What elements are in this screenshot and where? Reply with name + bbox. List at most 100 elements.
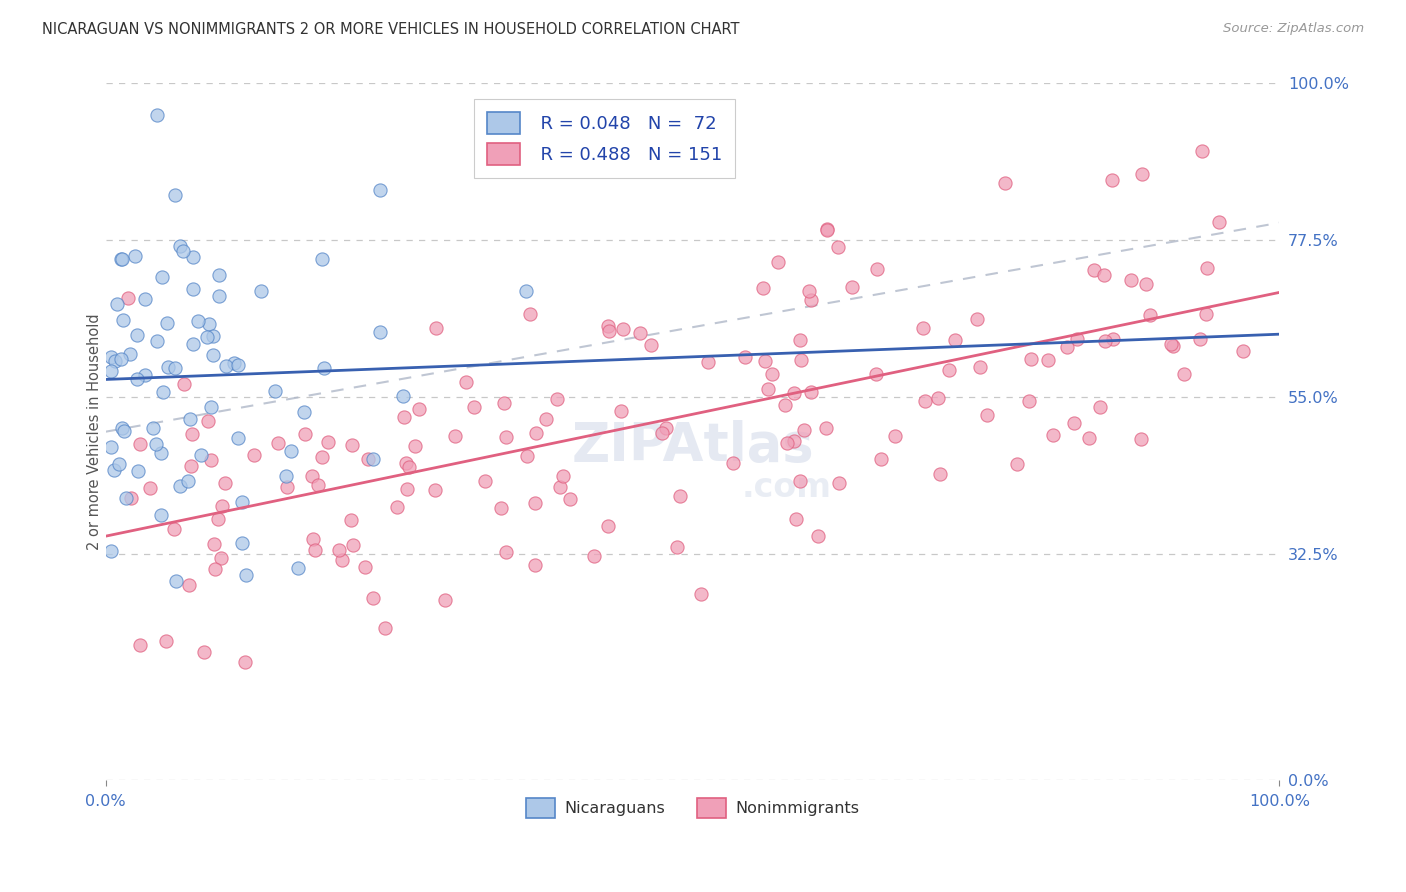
Point	[353, 560, 375, 574]
Point	[841, 280, 863, 294]
Point	[180, 459, 202, 474]
Point	[110, 351, 132, 366]
Point	[1063, 416, 1085, 430]
Point	[311, 252, 333, 266]
Point	[124, 249, 146, 263]
Point	[110, 252, 132, 267]
Point	[235, 655, 257, 669]
Point	[311, 450, 333, 464]
Point	[287, 561, 309, 575]
Point	[181, 337, 204, 351]
Point	[294, 427, 316, 442]
Point	[224, 356, 246, 370]
Point	[120, 491, 142, 505]
Point	[1130, 167, 1153, 181]
Point	[173, 377, 195, 392]
Point	[197, 414, 219, 428]
Point	[783, 434, 806, 448]
Point	[495, 545, 517, 559]
Point	[368, 182, 391, 196]
Point	[443, 428, 465, 442]
Point	[342, 538, 364, 552]
Point	[163, 361, 186, 376]
Point	[914, 393, 936, 408]
Point	[815, 222, 838, 236]
Point	[665, 541, 688, 555]
Point	[1101, 333, 1123, 347]
Point	[1019, 351, 1042, 366]
Point	[312, 360, 335, 375]
Point	[1056, 340, 1078, 354]
Point	[361, 591, 384, 605]
Point	[775, 398, 797, 412]
Point	[560, 491, 582, 506]
Point	[1066, 332, 1088, 346]
Point	[190, 448, 212, 462]
Point	[177, 578, 200, 592]
Point	[111, 420, 134, 434]
Point	[789, 333, 811, 347]
Point	[231, 494, 253, 508]
Point	[515, 284, 537, 298]
Point	[800, 293, 823, 307]
Point	[207, 511, 229, 525]
Point	[721, 456, 744, 470]
Point	[1083, 263, 1105, 277]
Point	[1195, 307, 1218, 321]
Point	[1090, 401, 1112, 415]
Point	[870, 452, 893, 467]
Point	[534, 412, 557, 426]
Point	[1173, 367, 1195, 381]
Point	[214, 475, 236, 490]
Point	[752, 281, 775, 295]
Point	[111, 252, 134, 266]
Point	[489, 501, 512, 516]
Point	[669, 489, 692, 503]
Point	[100, 543, 122, 558]
Point	[202, 348, 225, 362]
Point	[404, 439, 426, 453]
Point	[100, 364, 122, 378]
Point	[187, 314, 209, 328]
Point	[800, 385, 823, 400]
Point	[204, 562, 226, 576]
Point	[163, 522, 186, 536]
Point	[125, 328, 148, 343]
Point	[492, 396, 515, 410]
Point	[307, 478, 329, 492]
Point	[1092, 268, 1115, 282]
Point	[766, 255, 789, 269]
Point	[294, 405, 316, 419]
Point	[943, 333, 966, 347]
Point	[156, 360, 179, 375]
Point	[927, 391, 949, 405]
Point	[169, 479, 191, 493]
Point	[1139, 308, 1161, 322]
Point	[524, 558, 547, 572]
Point	[976, 408, 998, 422]
Point	[183, 282, 205, 296]
Point	[127, 464, 149, 478]
Point	[1018, 394, 1040, 409]
Point	[129, 638, 152, 652]
Point	[108, 458, 131, 472]
Point	[368, 325, 391, 339]
Point	[201, 329, 224, 343]
Point	[425, 321, 447, 335]
Point	[969, 359, 991, 374]
Point	[208, 268, 231, 282]
Point	[1160, 337, 1182, 351]
Point	[596, 318, 619, 333]
Legend: Nicaraguans, Nonimmigrants: Nicaraguans, Nonimmigrants	[519, 792, 866, 824]
Point	[169, 238, 191, 252]
Point	[263, 384, 285, 398]
Point	[433, 593, 456, 607]
Point	[408, 401, 430, 416]
Point	[149, 508, 172, 522]
Point	[807, 529, 830, 543]
Point	[111, 313, 134, 327]
Text: Source: ZipAtlas.com: Source: ZipAtlas.com	[1223, 22, 1364, 36]
Point	[200, 452, 222, 467]
Point	[150, 270, 173, 285]
Point	[929, 467, 952, 481]
